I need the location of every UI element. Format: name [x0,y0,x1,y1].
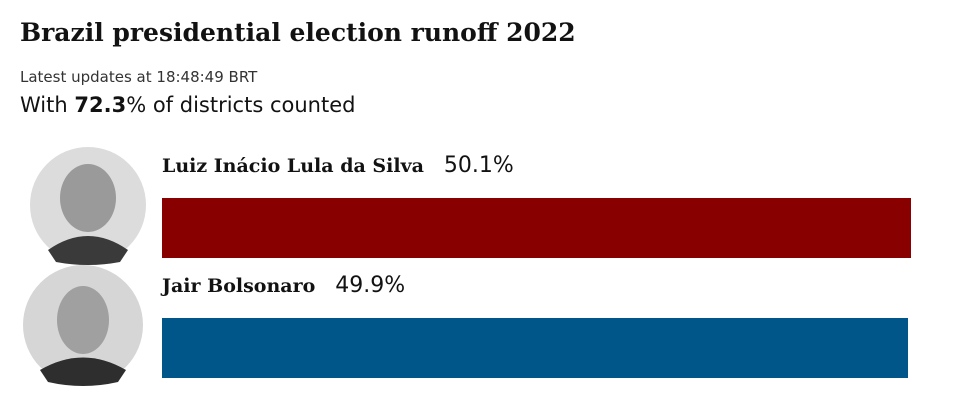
update-time: Latest updates at 18:48:49 BRT [20,68,258,86]
value-label: 50.1% [444,153,514,178]
subtitle-prefix: With [20,93,68,117]
candidate-name: Luiz Inácio Lula da Silva [162,155,424,177]
photo-bolsonaro [23,265,143,386]
bar [162,318,909,378]
value-label: 49.9% [335,273,405,298]
candidate-name: Jair Bolsonaro [160,275,315,297]
subtitle-suffix: % of districts counted [126,93,355,117]
chart-title: Brazil presidential election runoff 2022 [20,18,576,47]
bar [162,198,911,258]
subtitle: With 72.3% of districts counted [20,93,355,117]
counted-value: 72.3 [74,93,126,117]
photo-lula [30,147,146,265]
